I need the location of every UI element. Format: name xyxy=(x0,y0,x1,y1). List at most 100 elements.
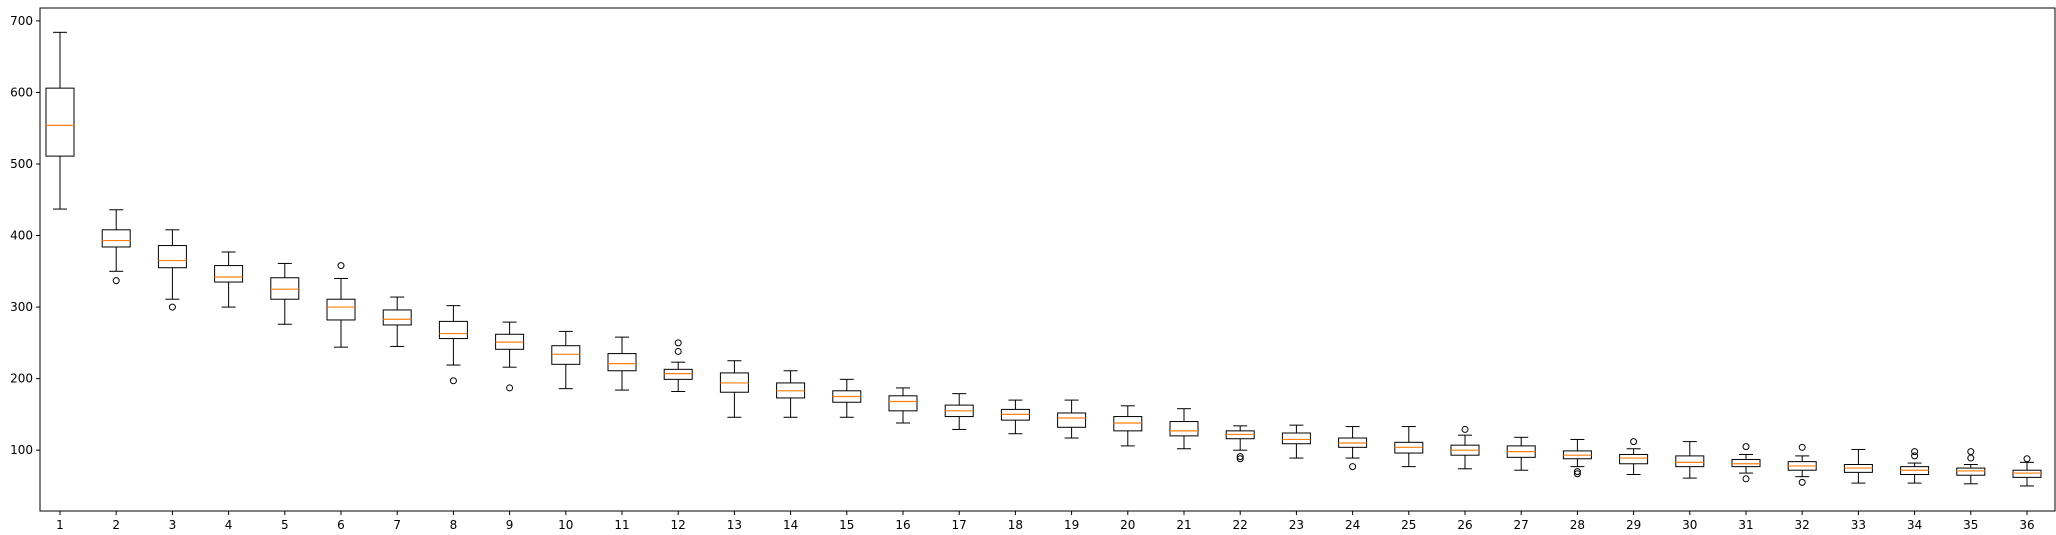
box-30 xyxy=(1675,441,1705,479)
box-16 xyxy=(888,387,918,424)
x-tick-label: 16 xyxy=(895,518,910,532)
x-tick-label: 23 xyxy=(1289,518,1304,532)
box-7 xyxy=(382,296,412,347)
box-5 xyxy=(270,262,300,325)
x-tick-label: 7 xyxy=(393,518,401,532)
x-axis: 1 2 3 4 5 6 7 8 9 10 11 12 13 14 15 16 17 18 19 20 21 22 23 24 2… xyxy=(56,511,2035,532)
x-tick-label: 32 xyxy=(1795,518,1810,532)
x-tick-label: 24 xyxy=(1345,518,1360,532)
iqr-box xyxy=(1169,421,1199,437)
x-tick-label: 26 xyxy=(1457,518,1472,532)
x-tick-label: 5 xyxy=(281,518,289,532)
box-28 xyxy=(1562,438,1592,478)
x-tick-label: 15 xyxy=(839,518,854,532)
box-12 xyxy=(663,339,693,393)
iqr-box xyxy=(1113,416,1143,432)
box-32 xyxy=(1787,443,1817,486)
y-tick-label: 700 xyxy=(10,14,33,28)
y-tick-label: 100 xyxy=(10,443,33,457)
box-27 xyxy=(1506,436,1536,471)
box-22 xyxy=(1225,425,1255,463)
x-tick-label: 27 xyxy=(1514,518,1529,532)
outlier-point xyxy=(1742,443,1750,451)
x-tick-label: 8 xyxy=(450,518,458,532)
outlier-point xyxy=(2023,455,2031,463)
x-tick-label: 33 xyxy=(1851,518,1866,532)
x-tick-label: 22 xyxy=(1233,518,1248,532)
outlier-point xyxy=(1798,443,1806,451)
box-4 xyxy=(214,251,244,308)
outlier-point xyxy=(1461,425,1469,433)
iqr-box xyxy=(45,87,75,157)
outlier-point xyxy=(168,303,176,311)
box-25 xyxy=(1394,426,1424,468)
iqr-box xyxy=(551,345,581,365)
box-18 xyxy=(1000,399,1030,435)
x-tick-label: 4 xyxy=(225,518,233,532)
box-35 xyxy=(1956,448,1986,485)
x-tick-label: 18 xyxy=(1008,518,1023,532)
iqr-box xyxy=(888,395,918,412)
outlier-point xyxy=(1798,478,1806,486)
y-tick-label: 400 xyxy=(10,229,33,243)
box-2 xyxy=(101,209,131,285)
x-tick-label: 13 xyxy=(727,518,742,532)
iqr-box xyxy=(326,298,356,321)
outlier-point xyxy=(112,277,120,285)
x-tick-label: 3 xyxy=(169,518,177,532)
box-10 xyxy=(551,330,581,390)
box-6 xyxy=(326,262,356,348)
x-tick-label: 34 xyxy=(1907,518,1922,532)
x-tick-label: 31 xyxy=(1738,518,1753,532)
box-1 xyxy=(45,31,75,210)
y-tick-label: 500 xyxy=(10,157,33,171)
x-tick-label: 14 xyxy=(783,518,798,532)
box-29 xyxy=(1619,438,1649,476)
x-tick-label: 21 xyxy=(1176,518,1191,532)
x-tick-label: 29 xyxy=(1626,518,1641,532)
outlier-point xyxy=(506,384,514,392)
iqr-box xyxy=(270,277,300,300)
box-14 xyxy=(776,370,806,418)
x-tick-label: 30 xyxy=(1682,518,1697,532)
box-13 xyxy=(719,360,749,418)
box-36 xyxy=(2012,455,2042,487)
box-24 xyxy=(1338,426,1368,471)
x-tick-label: 10 xyxy=(558,518,573,532)
outlier-point xyxy=(1630,438,1638,446)
box-20 xyxy=(1113,405,1143,447)
x-tick-label: 11 xyxy=(614,518,629,532)
iqr-box xyxy=(663,368,693,380)
outlier-point xyxy=(674,347,682,355)
plot-area xyxy=(39,7,2056,512)
x-tick-label: 2 xyxy=(112,518,120,532)
iqr-box xyxy=(382,309,412,326)
iqr-box xyxy=(214,265,244,283)
box-9 xyxy=(495,321,525,392)
box-34 xyxy=(1900,448,1930,484)
x-tick-label: 9 xyxy=(506,518,514,532)
outlier-point xyxy=(1967,454,1975,462)
iqr-box xyxy=(1956,467,1986,476)
y-axis: 100 200 300 400 500 600 700 xyxy=(10,14,40,457)
box-19 xyxy=(1057,399,1087,439)
outlier-point xyxy=(337,262,345,270)
iqr-box xyxy=(1619,453,1649,465)
y-tick-label: 300 xyxy=(10,300,33,314)
box-33 xyxy=(1843,448,1873,484)
iqr-box xyxy=(1281,432,1311,445)
box-21 xyxy=(1169,408,1199,450)
outlier-point xyxy=(1349,463,1357,471)
y-tick-label: 600 xyxy=(10,85,33,99)
box-17 xyxy=(944,393,974,430)
x-tick-label: 6 xyxy=(337,518,345,532)
x-tick-label: 17 xyxy=(952,518,967,532)
iqr-box xyxy=(101,229,131,248)
outlier-point xyxy=(1236,453,1244,461)
iqr-box xyxy=(157,245,187,269)
x-tick-label: 28 xyxy=(1570,518,1585,532)
iqr-box xyxy=(1057,412,1087,428)
x-tick-label: 12 xyxy=(671,518,686,532)
outlier-point xyxy=(449,377,457,385)
iqr-box xyxy=(2012,469,2042,478)
